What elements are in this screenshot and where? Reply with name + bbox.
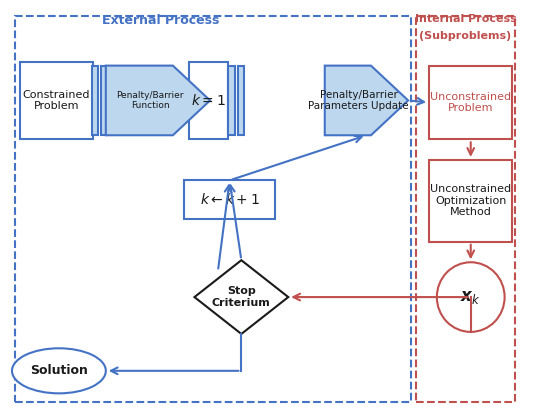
Ellipse shape — [437, 262, 505, 332]
Text: Unconstrained
Problem: Unconstrained Problem — [430, 92, 511, 113]
Text: (Subproblems): (Subproblems) — [419, 31, 512, 41]
Bar — [92, 66, 98, 135]
Text: External Process: External Process — [102, 14, 219, 28]
Bar — [416, 16, 515, 402]
Polygon shape — [195, 260, 288, 334]
Text: Stop
Criterium: Stop Criterium — [212, 286, 271, 308]
Text: $\boldsymbol{x}_k$: $\boldsymbol{x}_k$ — [461, 288, 481, 306]
Text: Penalty/Barrier
Function: Penalty/Barrier Function — [116, 91, 184, 110]
Bar — [184, 180, 275, 219]
Bar — [429, 66, 512, 139]
Text: Internal Process: Internal Process — [415, 14, 516, 24]
Bar — [20, 61, 93, 139]
Polygon shape — [106, 66, 210, 135]
Text: $k=1$: $k=1$ — [191, 93, 226, 108]
Text: Solution: Solution — [30, 364, 88, 377]
Bar — [189, 61, 228, 139]
Bar — [429, 160, 512, 242]
Bar — [238, 66, 244, 135]
Text: Constrained
Problem: Constrained Problem — [22, 89, 90, 111]
Text: Penalty/Barrier
Parameters Update: Penalty/Barrier Parameters Update — [308, 89, 409, 111]
Bar — [14, 16, 411, 402]
Ellipse shape — [12, 348, 106, 393]
Bar — [101, 66, 107, 135]
Bar — [228, 66, 235, 135]
Polygon shape — [325, 66, 408, 135]
Text: $k \leftarrow k+1$: $k \leftarrow k+1$ — [200, 192, 260, 207]
Text: Unconstrained
Optimization
Method: Unconstrained Optimization Method — [430, 184, 511, 217]
